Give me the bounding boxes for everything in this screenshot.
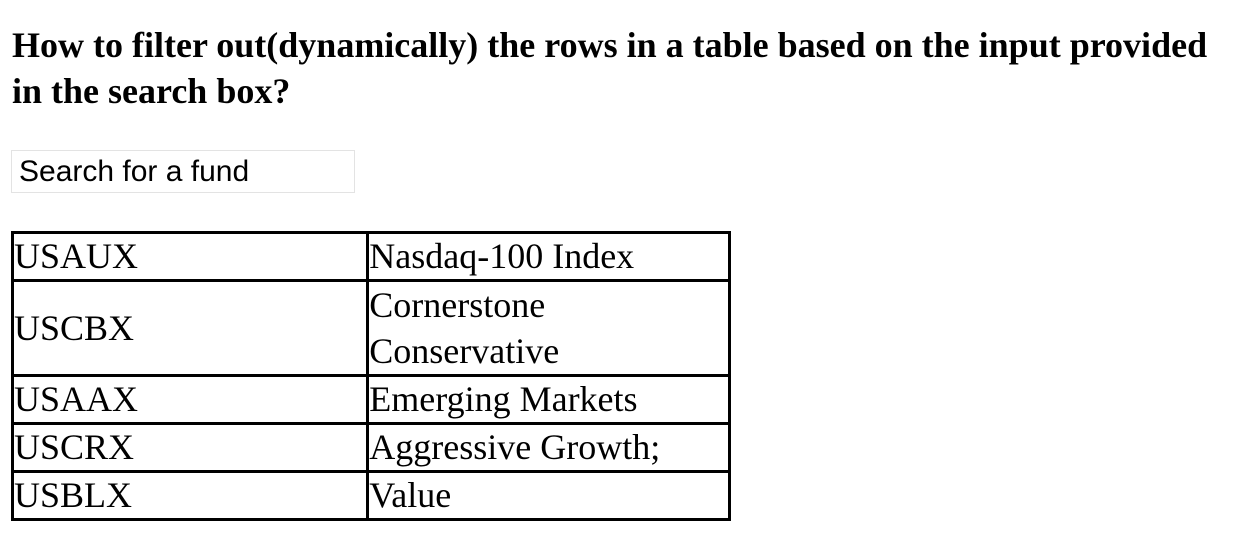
table-row: USCRX Aggressive Growth; (10, 422, 731, 473)
fund-name-cell: Aggressive Growth; (366, 422, 731, 473)
search-input[interactable] (11, 150, 355, 193)
table-row: USBLX Value (10, 470, 731, 521)
fund-name-cell: Emerging Markets (366, 374, 731, 425)
table-row: USCBX Cornerstone Conservative (10, 279, 731, 377)
fund-ticker-cell: USCRX (10, 422, 370, 473)
page-title: How to filter out(dynamically) the rows … (12, 25, 1208, 111)
fund-ticker-cell: USAUX (10, 231, 370, 282)
table-row: USAUX Nasdaq-100 Index (10, 231, 731, 282)
table-row: USAAX Emerging Markets (10, 374, 731, 425)
fund-ticker-cell: USBLX (10, 470, 370, 521)
fund-table: USAUX Nasdaq-100 Index USCBX Cornerstone… (10, 231, 731, 521)
fund-name-cell: Cornerstone Conservative (366, 279, 731, 377)
fund-name-cell: Nasdaq-100 Index (366, 231, 731, 282)
fund-name-cell: Value (366, 470, 731, 521)
fund-ticker-cell: USCBX (10, 279, 370, 377)
fund-ticker-cell: USAAX (10, 374, 370, 425)
